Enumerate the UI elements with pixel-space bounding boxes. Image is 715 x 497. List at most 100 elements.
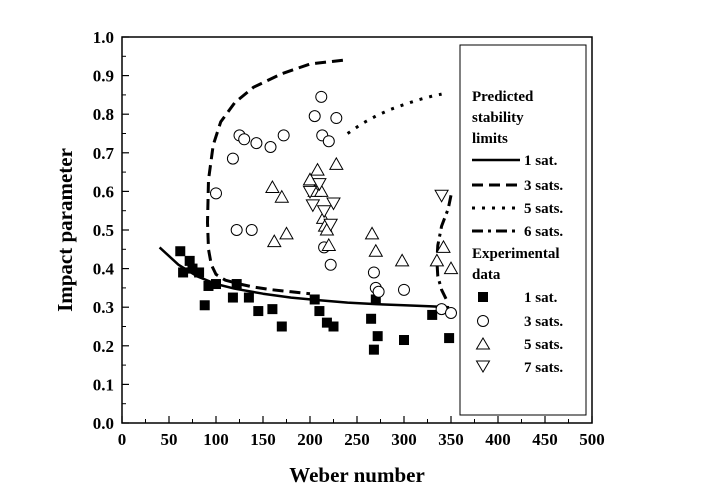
data-point-open-triangle-down [434,189,449,203]
x-tick-label: 400 [485,430,511,449]
data-point-open-triangle-up [436,239,451,253]
data-point-filled-square [370,294,381,305]
y-axis-title: Impact parameter [53,148,77,312]
data-point-filled-square [309,294,320,305]
data-point-filled-square [399,335,409,346]
x-tick-label: 0 [118,430,127,449]
data-point-open-triangle-down [305,199,321,213]
y-tick-label: 0.0 [93,414,114,433]
x-tick-label: 300 [391,430,417,449]
legend-line-label-4: 6 sats. [524,224,563,240]
data-point-filled-square [184,255,195,266]
data-point-filled-square [366,313,377,324]
legend-line-label-1: 1 sat. [524,153,558,169]
data-point-open-circle [308,110,321,123]
data-point-open-triangle-up [266,234,282,248]
data-point-open-triangle-up [321,237,337,251]
y-tick-label: 0.8 [93,105,114,124]
stability-line-3 [346,92,442,135]
y-tick-label: 0.6 [93,182,114,201]
legend-heading-experimental-2: data [472,267,501,283]
x-tick-label: 500 [579,430,605,449]
data-point-open-circle [238,133,251,146]
legend-marker-triangle-down [475,360,491,373]
legend-marker-circle [477,315,489,327]
legend-marker-label-4: 7 sats. [524,360,563,376]
data-point-open-triangle-up [368,243,384,257]
data-point-open-circle [330,112,343,125]
data-point-open-circle [322,135,335,148]
legend-line-label-3: 5 sats. [524,201,563,217]
data-point-open-triangle-up [313,183,329,197]
data-point-filled-square [194,267,205,278]
x-tick-label: 350 [438,430,464,449]
data-point-open-circle [398,283,410,296]
data-point-open-triangle-down [312,178,327,192]
data-point-filled-square [253,306,264,317]
data-point-open-triangle-down [326,197,341,211]
data-point-open-triangle-up [429,253,445,267]
x-tick-label: 250 [344,430,370,449]
data-point-open-circle [230,224,243,236]
data-point-open-triangle-down [302,185,318,199]
x-axis-title: Weber number [289,463,425,487]
data-point-filled-square [267,304,278,315]
data-point-filled-square [427,309,438,320]
data-point-open-circle [226,152,239,165]
data-point-filled-square [178,267,189,278]
experimental-points [175,90,459,355]
y-tick-label: 0.5 [93,221,114,240]
data-point-open-triangle-down [323,218,339,232]
data-point-filled-square [444,333,455,344]
legend-heading-predicted-1: Predicted [472,89,534,105]
data-point-open-triangle-down [316,205,332,219]
data-point-filled-square [314,306,325,317]
x-tick-label: 100 [203,430,229,449]
data-point-filled-square [231,279,242,290]
data-point-filled-square [187,263,198,274]
data-point-open-circle [277,129,290,142]
legend-line-label-2: 3 sats. [524,178,563,194]
y-tick-label: 1.0 [93,28,114,47]
legend-marker-label-1: 1 sat. [524,290,558,306]
data-point-filled-square [199,300,210,311]
data-point-filled-square [227,292,238,303]
legend: Predicted stability limits 1 sat. 3 sats… [459,44,587,416]
legend-heading-predicted-3: limits [472,131,508,147]
data-point-filled-square [243,292,254,303]
data-point-filled-square [276,321,287,332]
data-point-filled-square [321,317,332,328]
y-tick-label: 0.1 [93,375,114,394]
y-tick-label: 0.7 [93,144,115,163]
stability-line-4 [435,194,453,304]
data-point-open-circle [245,224,258,236]
y-tick-label: 0.9 [93,67,114,86]
data-point-open-circle [445,306,457,319]
y-tick-labels: 0.0 0.1 0.2 0.3 0.4 0.5 0.6 0.7 0.8 0.9 1.0 [93,28,115,433]
x-tick-label: 450 [532,430,558,449]
axis-ticks [121,36,593,424]
data-point-open-circle [315,90,328,103]
x-tick-label: 50 [161,430,178,449]
data-point-open-triangle-up [279,226,294,240]
x-tick-label: 200 [297,430,323,449]
data-point-open-circle [264,141,277,154]
legend-marker-label-2: 3 sats. [524,314,563,330]
legend-heading-predicted-2: stability [472,110,524,126]
data-point-open-triangle-up [265,180,280,194]
data-point-open-triangle-up [394,253,410,267]
data-point-open-circle [367,266,380,279]
data-point-open-circle [372,285,385,298]
data-point-open-triangle-up [443,261,459,275]
legend-marker-label-3: 5 sats. [524,337,563,353]
stability-line-2 [206,58,344,296]
y-tick-label: 0.2 [93,337,114,356]
data-point-open-circle [210,187,222,200]
data-point-filled-square [175,246,186,257]
y-tick-label: 0.3 [93,298,114,317]
legend-marker-square [478,292,488,302]
data-point-open-triangle-up [274,189,290,203]
data-point-open-triangle-up [364,226,380,240]
data-point-filled-square [211,279,221,290]
data-point-filled-square [368,344,379,355]
